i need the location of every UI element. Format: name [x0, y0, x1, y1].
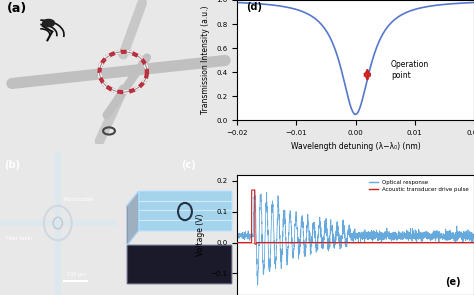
Y-axis label: Voltage (V): Voltage (V) — [196, 214, 205, 256]
Text: Operation
point: Operation point — [391, 60, 429, 80]
Text: (b): (b) — [5, 160, 21, 171]
Polygon shape — [127, 245, 231, 283]
Legend: Optical response, Acoustic transducer drive pulse: Optical response, Acoustic transducer dr… — [367, 177, 471, 195]
Text: (c): (c) — [182, 160, 196, 171]
Text: Fiber taper: Fiber taper — [6, 236, 33, 241]
Polygon shape — [139, 191, 231, 230]
Text: (a): (a) — [7, 1, 27, 14]
Text: (e): (e) — [446, 277, 461, 287]
Text: Microbubble: Microbubble — [64, 197, 94, 202]
Text: (d): (d) — [246, 2, 263, 12]
Circle shape — [43, 19, 55, 27]
Y-axis label: Transmission Intensity (a.u.): Transmission Intensity (a.u.) — [201, 6, 210, 114]
Text: 100 μm: 100 μm — [67, 272, 86, 277]
X-axis label: Wavelength detuning (λ−λ₀) (nm): Wavelength detuning (λ−λ₀) (nm) — [291, 142, 420, 151]
Polygon shape — [127, 191, 139, 245]
